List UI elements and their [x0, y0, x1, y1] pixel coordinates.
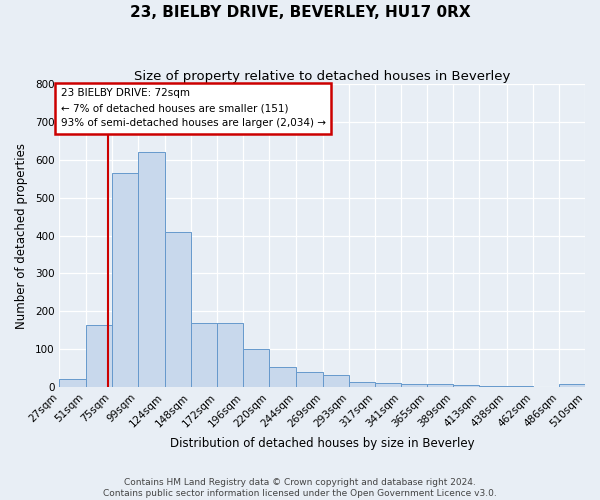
Bar	[506, 386, 533, 387]
Text: 23 BIELBY DRIVE: 72sqm
← 7% of detached houses are smaller (151)
93% of semi-det: 23 BIELBY DRIVE: 72sqm ← 7% of detached …	[61, 88, 326, 128]
Text: 23, BIELBY DRIVE, BEVERLEY, HU17 0RX: 23, BIELBY DRIVE, BEVERLEY, HU17 0RX	[130, 5, 470, 20]
Bar	[375, 383, 401, 387]
Bar	[479, 386, 506, 387]
X-axis label: Distribution of detached houses by size in Beverley: Distribution of detached houses by size …	[170, 437, 475, 450]
Bar	[191, 322, 217, 387]
Bar	[427, 384, 454, 387]
Bar	[59, 380, 86, 387]
Bar	[349, 382, 375, 387]
Bar	[296, 372, 323, 387]
Bar	[86, 326, 112, 387]
Bar	[401, 384, 427, 387]
Bar	[269, 368, 296, 387]
Bar	[165, 232, 191, 387]
Bar	[217, 322, 244, 387]
Bar	[454, 385, 479, 387]
Y-axis label: Number of detached properties: Number of detached properties	[15, 142, 28, 328]
Bar	[244, 349, 269, 387]
Bar	[112, 173, 138, 387]
Text: Contains HM Land Registry data © Crown copyright and database right 2024.
Contai: Contains HM Land Registry data © Crown c…	[103, 478, 497, 498]
Bar	[559, 384, 585, 387]
Bar	[323, 375, 349, 387]
Bar	[138, 152, 165, 387]
Title: Size of property relative to detached houses in Beverley: Size of property relative to detached ho…	[134, 70, 511, 83]
